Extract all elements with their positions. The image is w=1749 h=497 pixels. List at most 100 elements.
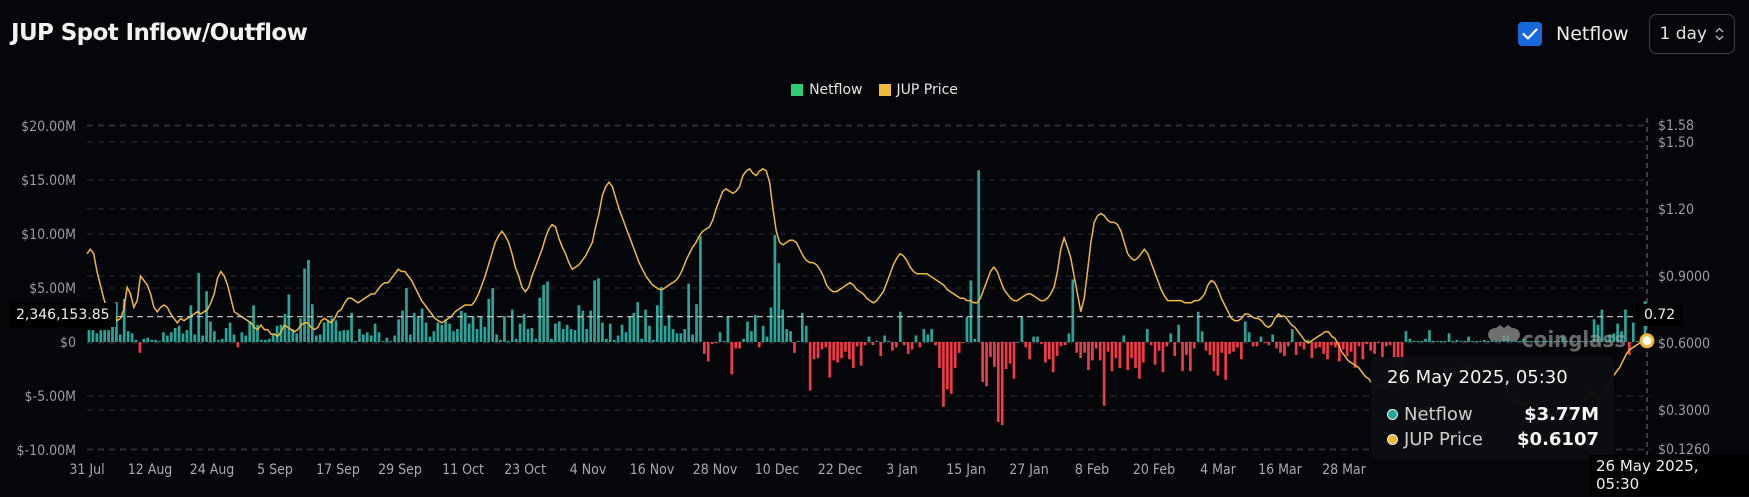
netflow-bar — [828, 342, 832, 378]
right-tick-label: $1.20 — [1658, 202, 1694, 218]
netflow-bar — [1153, 342, 1157, 365]
netflow-bar — [597, 278, 600, 342]
netflow-bar — [134, 339, 138, 342]
netflow-bar — [1330, 342, 1333, 346]
crosshair-left-value: 2,346,153.85 — [10, 303, 116, 327]
netflow-bar — [840, 342, 843, 359]
netflow-bar — [428, 336, 432, 342]
netflow-bar — [150, 339, 154, 342]
netflow-bar — [405, 288, 408, 342]
netflow-bar — [518, 323, 522, 342]
netflow-bar — [699, 236, 702, 342]
netflow-bar — [808, 342, 812, 391]
netflow-bar — [946, 342, 949, 390]
netflow-bar — [824, 342, 828, 348]
netflow-bar — [593, 280, 596, 342]
netflow-checkbox[interactable] — [1518, 22, 1543, 46]
netflow-bar — [1361, 342, 1365, 360]
netflow-bar — [577, 305, 581, 342]
tooltip-date: 26 May 2025, 05:30 — [1387, 367, 1568, 388]
netflow-bar — [1537, 340, 1541, 342]
right-tick-label: $1.50 — [1658, 135, 1694, 151]
netflow-bar — [750, 331, 753, 342]
netflow-bar — [1067, 333, 1071, 342]
netflow-bar — [1573, 340, 1576, 342]
netflow-bar — [855, 342, 859, 347]
netflow-bar — [279, 324, 283, 342]
netflow-bar — [691, 334, 694, 342]
netflow-bar — [993, 342, 996, 367]
netflow-bar — [283, 313, 287, 342]
netflow-bar — [409, 334, 412, 342]
netflow-bar — [538, 297, 542, 342]
netflow-bar — [377, 332, 381, 342]
netflow-bar — [1432, 340, 1435, 342]
netflow-bar — [816, 342, 820, 359]
netflow-bar — [1236, 342, 1239, 348]
netflow-bar — [616, 335, 620, 342]
netflow-bar — [863, 342, 867, 346]
x-tick-label: 4 Mar — [1200, 462, 1237, 478]
tooltip-row-netflow: Netflow $3.77M — [1387, 404, 1599, 425]
netflow-bar — [765, 336, 769, 342]
netflow-bar — [1251, 342, 1255, 347]
coinglass-watermark: coinglass — [1488, 325, 1626, 353]
x-tick-label: 27 Jan — [1009, 462, 1048, 478]
netflow-bar — [1494, 340, 1498, 342]
netflow-bar — [785, 329, 788, 342]
netflow-bars — [87, 170, 1647, 426]
legend-item-netflow[interactable]: Netflow — [791, 82, 863, 98]
netflow-bar — [1016, 342, 1020, 343]
netflow-bar — [1263, 342, 1267, 344]
chart-legend: Netflow JUP Price — [0, 82, 1749, 98]
netflow-bar — [1408, 338, 1412, 342]
netflow-bar — [675, 333, 679, 342]
netflow-bar — [365, 332, 369, 342]
netflow-bar — [314, 335, 318, 342]
netflow-bar — [1196, 311, 1200, 342]
netflow-bar — [761, 325, 765, 342]
netflow-bar — [91, 330, 95, 342]
netflow-bar — [797, 340, 800, 342]
netflow-bar — [1306, 339, 1310, 342]
netflow-bar — [491, 288, 495, 342]
netflow-toggle-label[interactable]: Netflow — [1556, 23, 1629, 45]
netflow-bar — [526, 329, 530, 342]
netflow-bar — [1145, 329, 1149, 342]
netflow-bar — [216, 339, 220, 342]
tooltip-value-jup-price: $0.6107 — [1517, 429, 1599, 450]
netflow-bar — [1020, 316, 1024, 342]
netflow-bar — [154, 339, 157, 342]
netflow-bar — [1118, 342, 1122, 368]
netflow-bar — [115, 302, 118, 342]
price-dot-icon — [1387, 434, 1398, 445]
netflow-bar — [1526, 340, 1529, 342]
netflow-bar — [1165, 342, 1169, 347]
netflow-bar — [922, 329, 926, 342]
netflow-bar — [95, 333, 99, 342]
left-tick-label: $-10.00M — [17, 443, 76, 459]
netflow-bar — [757, 342, 761, 348]
legend-item-jup-price[interactable]: JUP Price — [878, 82, 958, 98]
netflow-bar — [1341, 342, 1345, 350]
netflow-bar — [318, 334, 322, 342]
netflow-bar — [1079, 342, 1082, 359]
netflow-bar — [1545, 340, 1549, 342]
netflow-bar — [1008, 342, 1012, 364]
interval-select[interactable]: 1 day — [1648, 14, 1735, 54]
crosshair-right-value: 0.72 — [1636, 304, 1684, 326]
netflow-bar — [256, 324, 259, 342]
netflow-bar — [499, 339, 502, 342]
netflow-bar — [1322, 342, 1325, 354]
hover-point-marker — [1639, 333, 1655, 349]
netflow-bar — [1138, 342, 1141, 379]
netflow-bar — [158, 340, 161, 342]
netflow-bar — [652, 339, 655, 342]
netflow-bar — [836, 342, 839, 363]
netflow-bar — [1530, 340, 1533, 342]
netflow-bar — [1369, 342, 1373, 351]
netflow-bar — [663, 325, 667, 342]
netflow-bar — [687, 283, 690, 342]
netflow-bar — [424, 322, 428, 342]
